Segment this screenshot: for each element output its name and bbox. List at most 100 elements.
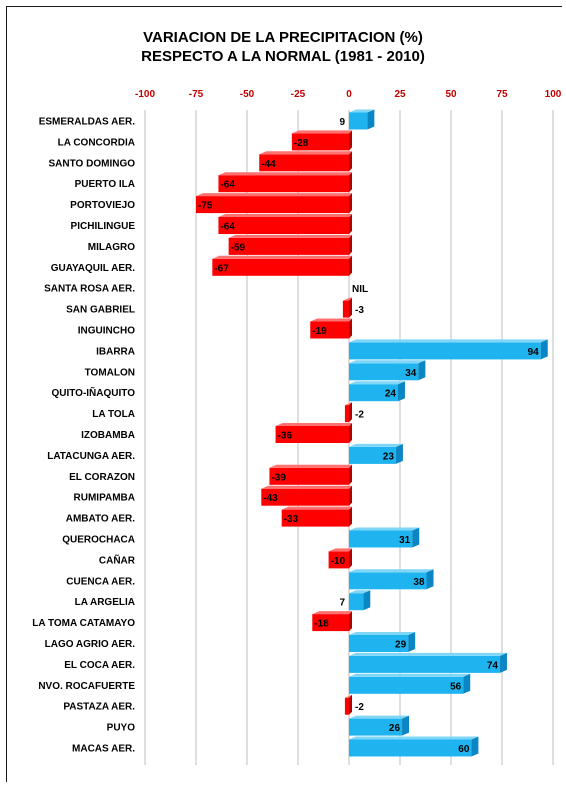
category-label: PASTAZA AER. bbox=[63, 702, 135, 713]
category-label: ESMERALDAS AER. bbox=[39, 117, 136, 128]
data-label: -10 bbox=[331, 556, 346, 567]
bar-side bbox=[395, 443, 403, 464]
data-label: -3 bbox=[355, 305, 364, 316]
category-label: LATACUNGA AER. bbox=[47, 451, 135, 462]
data-label: -64 bbox=[220, 180, 235, 191]
bar bbox=[349, 112, 368, 130]
x-tick-label: 75 bbox=[496, 89, 508, 100]
x-tick-label: -75 bbox=[189, 89, 204, 100]
bar-top bbox=[349, 590, 371, 594]
bar bbox=[259, 154, 349, 172]
bar bbox=[269, 467, 349, 485]
data-label: 23 bbox=[383, 451, 395, 462]
bar bbox=[349, 739, 472, 757]
data-label: 29 bbox=[395, 640, 407, 651]
bar-side bbox=[349, 172, 352, 193]
bar-side bbox=[349, 506, 352, 527]
x-tick-label: 50 bbox=[445, 89, 457, 100]
bar-top bbox=[342, 297, 352, 301]
bar-top bbox=[349, 715, 410, 719]
bar-top bbox=[312, 611, 352, 615]
category-label: CAÑAR bbox=[99, 553, 136, 566]
bar-top bbox=[344, 402, 352, 406]
bar-top bbox=[349, 673, 471, 677]
x-tick-label: 25 bbox=[394, 89, 406, 100]
data-label: -39 bbox=[271, 472, 286, 483]
bar-side bbox=[499, 652, 507, 673]
x-tick-label: 100 bbox=[545, 89, 562, 100]
bar-side bbox=[349, 130, 352, 151]
data-label: -43 bbox=[263, 493, 278, 504]
data-label: 38 bbox=[413, 577, 425, 588]
bar-top bbox=[291, 130, 352, 134]
bar-top bbox=[259, 151, 352, 155]
data-label: 74 bbox=[487, 660, 499, 671]
category-label: PUYO bbox=[107, 723, 136, 734]
bar-side bbox=[349, 548, 352, 569]
x-tick-label: 0 bbox=[346, 89, 352, 100]
bar-top bbox=[328, 548, 352, 552]
bar bbox=[349, 635, 409, 652]
bar bbox=[196, 196, 349, 214]
bar bbox=[349, 530, 413, 548]
bar bbox=[349, 593, 364, 611]
bar-side bbox=[349, 611, 352, 632]
data-label: 34 bbox=[405, 368, 417, 379]
bar-side bbox=[412, 527, 420, 548]
data-label: -28 bbox=[294, 138, 309, 149]
category-label: NVO. ROCAFUERTE bbox=[38, 681, 135, 692]
category-label: LA ARGELIA bbox=[75, 597, 135, 608]
category-label: INGUINCHO bbox=[78, 326, 135, 337]
bar bbox=[344, 405, 349, 423]
category-label: SANTO DOMINGO bbox=[49, 158, 136, 169]
category-label: GUAYAQUIL AER. bbox=[51, 263, 136, 274]
data-label: -2 bbox=[355, 702, 364, 713]
bar-side bbox=[349, 255, 352, 276]
bar bbox=[349, 446, 396, 464]
bar-side bbox=[402, 715, 410, 736]
bar bbox=[275, 426, 349, 443]
category-label: AMBATO AER. bbox=[66, 514, 135, 525]
bar-top bbox=[349, 632, 416, 635]
bar bbox=[349, 363, 419, 381]
bar bbox=[349, 676, 464, 694]
data-label: 31 bbox=[399, 535, 411, 546]
bar bbox=[228, 237, 349, 255]
category-label: PICHILINGUE bbox=[71, 221, 136, 232]
category-label: EL COCA AER. bbox=[64, 660, 135, 671]
category-label: QUITO-IÑAQUITO bbox=[51, 386, 135, 399]
bar-top bbox=[349, 443, 403, 447]
data-label: -33 bbox=[284, 514, 299, 525]
bar-top bbox=[281, 506, 352, 510]
bar-side bbox=[349, 423, 352, 443]
bar-side bbox=[367, 109, 375, 130]
bar bbox=[349, 342, 541, 360]
data-label: -19 bbox=[312, 326, 327, 337]
bar bbox=[349, 655, 500, 673]
category-label: CUENCA AER. bbox=[66, 576, 135, 587]
category-label: LA TOMA CATAMAYO bbox=[32, 618, 135, 629]
data-label: -59 bbox=[231, 242, 246, 253]
bar-side bbox=[349, 485, 352, 506]
x-tick-label: -50 bbox=[240, 89, 255, 100]
data-label: -67 bbox=[214, 263, 229, 274]
bar bbox=[312, 614, 349, 632]
bar-top bbox=[218, 214, 352, 217]
bar bbox=[349, 572, 427, 590]
data-label: -18 bbox=[314, 619, 329, 630]
bar-top bbox=[349, 360, 426, 364]
category-label: MILAGRO bbox=[88, 242, 135, 253]
bar-side bbox=[426, 569, 434, 590]
bar bbox=[349, 384, 398, 402]
category-label: MACAS AER. bbox=[72, 744, 135, 755]
bar-side bbox=[349, 193, 352, 214]
data-label: -2 bbox=[355, 410, 364, 421]
category-label: PUERTO ILA bbox=[75, 179, 135, 190]
data-label: -75 bbox=[198, 201, 213, 212]
bar bbox=[310, 321, 349, 339]
bar-top bbox=[218, 172, 352, 176]
chart-title-line-1: VARIACION DE LA PRECIPITACION (%) bbox=[143, 29, 423, 46]
category-label: EL CORAZON bbox=[69, 472, 135, 483]
bar bbox=[212, 258, 349, 276]
